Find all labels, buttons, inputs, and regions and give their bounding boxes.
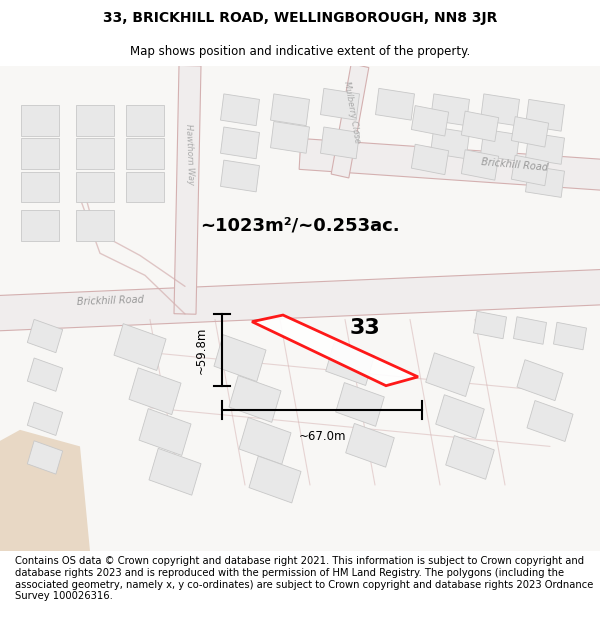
Polygon shape bbox=[221, 127, 259, 159]
Polygon shape bbox=[376, 88, 415, 120]
Polygon shape bbox=[446, 436, 494, 479]
Text: Contains OS data © Crown copyright and database right 2021. This information is : Contains OS data © Crown copyright and d… bbox=[15, 556, 593, 601]
Polygon shape bbox=[76, 139, 114, 169]
Polygon shape bbox=[126, 106, 164, 136]
Text: Brickhill Road: Brickhill Road bbox=[76, 294, 143, 307]
Text: ~67.0m: ~67.0m bbox=[298, 430, 346, 443]
Polygon shape bbox=[271, 121, 310, 153]
Polygon shape bbox=[326, 342, 374, 386]
Polygon shape bbox=[412, 106, 449, 136]
Polygon shape bbox=[0, 269, 600, 332]
Polygon shape bbox=[461, 150, 499, 180]
Polygon shape bbox=[221, 160, 259, 192]
Polygon shape bbox=[28, 402, 62, 436]
Polygon shape bbox=[21, 139, 59, 169]
Polygon shape bbox=[553, 322, 587, 350]
Polygon shape bbox=[517, 360, 563, 401]
Text: Brickhill Road: Brickhill Road bbox=[481, 157, 549, 173]
Text: ~59.8m: ~59.8m bbox=[195, 326, 208, 374]
Polygon shape bbox=[320, 127, 359, 159]
Polygon shape bbox=[76, 106, 114, 136]
Polygon shape bbox=[526, 99, 565, 131]
Polygon shape bbox=[126, 139, 164, 169]
Polygon shape bbox=[21, 172, 59, 202]
Polygon shape bbox=[331, 64, 369, 178]
Polygon shape bbox=[511, 117, 548, 147]
Text: ~1023m²/~0.253ac.: ~1023m²/~0.253ac. bbox=[200, 217, 400, 234]
Polygon shape bbox=[239, 418, 291, 464]
Polygon shape bbox=[526, 166, 565, 198]
Text: 33: 33 bbox=[349, 318, 380, 338]
Polygon shape bbox=[229, 376, 281, 423]
Text: Map shows position and indicative extent of the property.: Map shows position and indicative extent… bbox=[130, 45, 470, 58]
Text: 33, BRICKHILL ROAD, WELLINGBOROUGH, NN8 3JR: 33, BRICKHILL ROAD, WELLINGBOROUGH, NN8 … bbox=[103, 11, 497, 26]
Polygon shape bbox=[431, 127, 469, 159]
Polygon shape bbox=[252, 315, 418, 386]
Polygon shape bbox=[28, 358, 62, 391]
Text: Mulberry Close: Mulberry Close bbox=[342, 80, 362, 144]
Polygon shape bbox=[271, 94, 310, 126]
Polygon shape bbox=[336, 382, 384, 426]
Polygon shape bbox=[426, 352, 474, 396]
Polygon shape bbox=[461, 111, 499, 141]
Polygon shape bbox=[514, 317, 547, 344]
Polygon shape bbox=[299, 139, 600, 191]
Polygon shape bbox=[249, 456, 301, 503]
Polygon shape bbox=[527, 401, 573, 441]
Text: Hawthorn Way: Hawthorn Way bbox=[184, 123, 196, 184]
Polygon shape bbox=[28, 441, 62, 474]
Polygon shape bbox=[76, 210, 114, 241]
Polygon shape bbox=[473, 311, 506, 339]
Polygon shape bbox=[511, 155, 548, 186]
Polygon shape bbox=[214, 334, 266, 381]
Polygon shape bbox=[21, 210, 59, 241]
Polygon shape bbox=[436, 395, 484, 439]
Polygon shape bbox=[221, 94, 259, 126]
Polygon shape bbox=[412, 144, 449, 174]
Polygon shape bbox=[21, 106, 59, 136]
Polygon shape bbox=[481, 129, 520, 161]
Polygon shape bbox=[28, 319, 62, 352]
Polygon shape bbox=[320, 88, 359, 120]
Polygon shape bbox=[174, 66, 201, 314]
Polygon shape bbox=[129, 368, 181, 414]
Polygon shape bbox=[76, 172, 114, 202]
Polygon shape bbox=[149, 448, 201, 495]
Polygon shape bbox=[126, 172, 164, 202]
Polygon shape bbox=[431, 94, 469, 126]
Polygon shape bbox=[481, 94, 520, 126]
Polygon shape bbox=[114, 324, 166, 371]
Polygon shape bbox=[0, 430, 90, 551]
Polygon shape bbox=[526, 132, 565, 164]
Polygon shape bbox=[139, 409, 191, 456]
Polygon shape bbox=[346, 424, 394, 467]
